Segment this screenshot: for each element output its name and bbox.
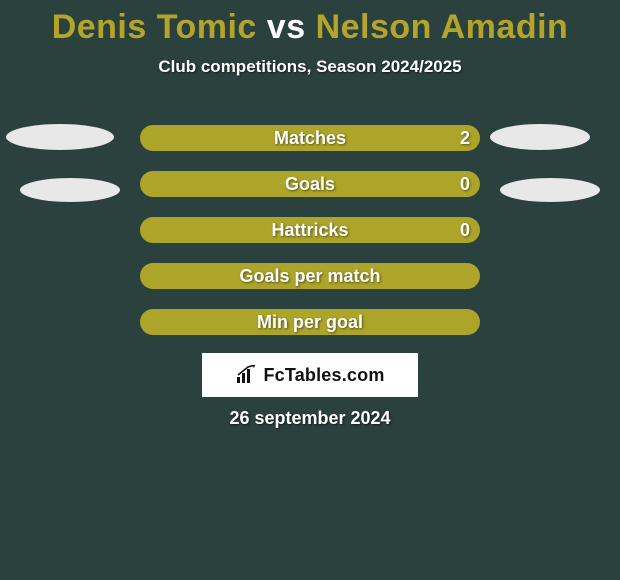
stat-row: Matches2 [0, 122, 620, 168]
stat-label: Goals per match [140, 263, 480, 289]
title-player1: Denis Tomic [52, 8, 257, 46]
stat-value: 0 [460, 217, 470, 243]
subtitle: Club competitions, Season 2024/2025 [0, 57, 620, 77]
stat-row: Min per goal [0, 306, 620, 352]
stat-row: Hattricks0 [0, 214, 620, 260]
stat-label: Goals [140, 171, 480, 197]
title-player2: Nelson Amadin [316, 8, 569, 46]
date-text: 26 september 2024 [0, 408, 620, 429]
chart-icon [235, 365, 259, 385]
stat-label: Hattricks [140, 217, 480, 243]
page-title: Denis Tomic vs Nelson Amadin [0, 0, 620, 47]
stat-row: Goals per match [0, 260, 620, 306]
title-vs: vs [267, 8, 306, 46]
logo-text: FcTables.com [263, 365, 384, 386]
stat-row: Goals0 [0, 168, 620, 214]
stat-label: Min per goal [140, 309, 480, 335]
stat-label: Matches [140, 125, 480, 151]
logo-box: FcTables.com [202, 353, 418, 397]
stat-rows: Matches2Goals0Hattricks0Goals per matchM… [0, 122, 620, 352]
stat-value: 2 [460, 125, 470, 151]
stat-value: 0 [460, 171, 470, 197]
